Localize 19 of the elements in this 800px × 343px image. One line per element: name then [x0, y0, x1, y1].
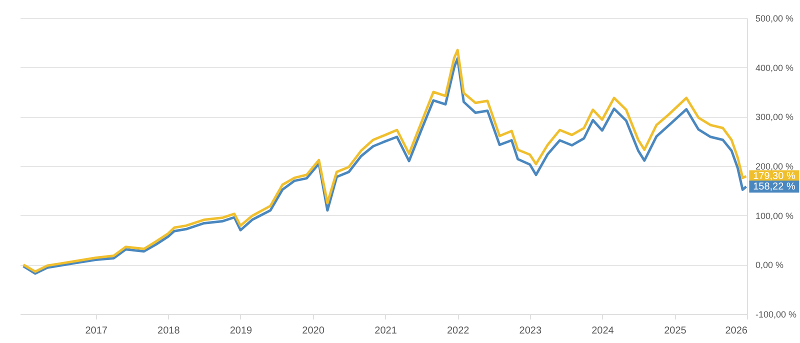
x-tick-label: 2023: [519, 326, 542, 336]
x-tick-label: 2018: [158, 326, 180, 336]
x-tick-label: 2020: [302, 326, 325, 336]
y-tick-label: 0,00 %: [756, 260, 784, 270]
data-label: 158,22 %: [753, 182, 796, 193]
y-tick-label: 400,00 %: [756, 62, 794, 73]
data-label: 179,30 %: [753, 171, 796, 182]
x-tick-label: 2017: [85, 326, 108, 336]
x-tick-label: 2025: [664, 326, 687, 336]
y-tick-label: 200,00 %: [756, 162, 794, 172]
x-tick-label: 2021: [374, 326, 398, 336]
y-tick-label: 500,00 %: [756, 14, 794, 24]
y-tick-label: -100,00 %: [756, 310, 797, 320]
x-tick-label: 2022: [446, 326, 470, 336]
y-tick-label: 300,00 %: [756, 112, 794, 122]
x-tick-label: 2024: [592, 326, 614, 336]
y-tick-label: 100,00 %: [756, 210, 794, 221]
x-tick-label: 2019: [230, 326, 253, 336]
x-tick-label: 2026: [725, 326, 748, 336]
